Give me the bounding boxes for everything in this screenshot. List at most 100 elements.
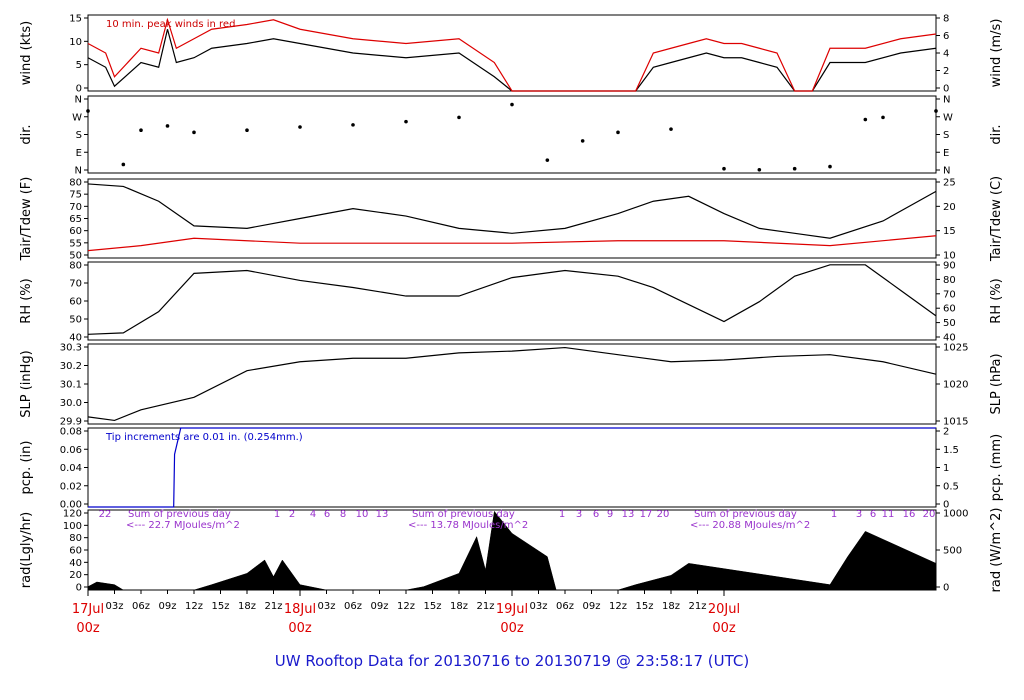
dir-point	[298, 125, 302, 129]
rh-ytick-label-right: 90	[943, 261, 956, 272]
panel-temp: Tair/Tdew (F) Tair/Tdew (C) 50 556065707580…	[19, 176, 1004, 262]
x-tick-label: 15z	[424, 601, 442, 612]
temp-ytick-label-left: 55	[69, 238, 82, 249]
rad-hour-label: 9	[607, 509, 613, 520]
wind-annotation: 10 min. peak winds in red	[106, 19, 235, 30]
dir-ytick-label-left: W	[72, 112, 82, 123]
rh-ytick-label-left: 60	[69, 297, 82, 308]
dir-point	[510, 102, 514, 107]
rad-hour-label: 4	[310, 509, 316, 520]
x-date-label: 18Jul	[284, 602, 316, 617]
rh-ytick-label-right: 70	[943, 289, 956, 300]
x-tick-label: 06z	[344, 601, 362, 612]
temp-ytick-label-left: 80	[69, 178, 82, 189]
dir-ytick-label-right: E	[943, 148, 949, 159]
wind-ytick-label-right: 8	[943, 14, 949, 25]
rh-frame	[87, 261, 937, 341]
dir-point	[828, 164, 832, 169]
dir-point	[404, 119, 408, 124]
x-tick-label: 03z	[530, 601, 548, 612]
rad-hour-label: 17	[640, 509, 653, 520]
x-tick-label: 21z	[477, 601, 495, 612]
wind-series-line	[87, 29, 937, 92]
rh-ytick-label-right: 50	[943, 318, 956, 329]
x-tick-label: 18z	[238, 601, 256, 612]
rad-hour-label: 3	[576, 509, 582, 520]
dir-point	[863, 117, 868, 122]
panel-rad: rad(Lgly/hr) rad (W/m^2)02040608010012005…	[19, 508, 1004, 594]
dir-point	[792, 166, 797, 171]
slp-series-line	[87, 346, 937, 422]
pcp-series-line	[88, 427, 936, 508]
wind-ytick-label-right: 4	[943, 49, 949, 60]
temp-ytick-label-left: 75	[69, 190, 82, 201]
rad-hour-label: 1	[559, 509, 565, 520]
temp-frame	[87, 178, 937, 259]
dir-ytick-label-right: W	[943, 112, 953, 123]
dir-point	[545, 158, 550, 162]
rh-ytick-label-left: 50	[69, 315, 82, 326]
rad-hour-label: 2	[289, 509, 295, 520]
rad-hour-label: 20	[923, 509, 936, 520]
rad-hour-label: 6	[593, 509, 599, 520]
rad-sum-value: <--- 22.7 MJoules/m^2	[126, 520, 240, 531]
slp-ytick-label-right: 1020	[943, 380, 968, 391]
x-tick-label: 06z	[556, 601, 574, 612]
rad-ytick-label-left: 20	[69, 570, 82, 581]
x-tick-label: 09z	[159, 601, 177, 612]
rh-series-line	[87, 264, 937, 335]
wind-ytick-label-left: 10	[69, 37, 82, 48]
wind-ytick-label-left: 0	[76, 84, 82, 95]
rad-ytick-label-left: 120	[63, 509, 82, 520]
rad-hour-label: 1	[274, 509, 280, 520]
x-tick-label: 03z	[318, 601, 336, 612]
slp-ytick-label-left: 29.9	[60, 417, 82, 428]
rh-ytick-label-right: 80	[943, 275, 956, 286]
x-axis: 03z 06z 09z 12z 15z 18z 21z 03z 06z 09z 12z 15z 18z 2…	[72, 590, 740, 636]
dir-point	[669, 127, 673, 131]
dir-point	[457, 115, 461, 120]
pcp-ylabel-right: pcp. (mm)	[989, 434, 1004, 501]
rad-hour-label: 20	[657, 509, 670, 520]
rad-ytick-label-left: 60	[69, 546, 82, 557]
dir-ytick-label-left: S	[76, 130, 82, 141]
dir-point	[245, 128, 249, 133]
slp-ylabel-left: SLP (inHg)	[19, 350, 34, 418]
rad-hour-label: 13	[376, 509, 389, 520]
dir-point	[121, 162, 126, 167]
pcp-ytick-label-right: 1	[943, 463, 949, 474]
pcp-ytick-label-right: 1.5	[943, 445, 959, 456]
dir-point	[934, 109, 938, 113]
rad-ytick-label-left: 100	[63, 521, 82, 532]
rad-ylabel-left: rad(Lgly/hr)	[19, 512, 34, 588]
dir-point	[580, 139, 585, 143]
temp-series-line	[87, 235, 937, 252]
rad-hour-label: 22	[99, 509, 112, 520]
rad-sum-label: Sum of previous day	[412, 509, 515, 520]
chart-title: UW Rooftop Data for 20130716 to 20130719…	[275, 652, 749, 670]
wind-ytick-label-left: 5	[76, 60, 82, 71]
slp-frame	[87, 343, 937, 425]
rad-hour-label: 8	[340, 509, 346, 520]
dir-point	[351, 123, 355, 127]
pcp-ytick-label-left: 0.06	[60, 445, 82, 456]
x-date-label: 19Jul	[496, 602, 528, 617]
pcp-ytick-label-right: 2	[943, 427, 949, 438]
dir-point	[139, 128, 143, 133]
wind-ytick-label-left: 15	[69, 14, 82, 25]
pcp-ytick-label-right: 0	[943, 500, 949, 511]
x-tick-label: 06z	[132, 601, 150, 612]
temp-ytick-label-left: 50	[69, 251, 82, 262]
temp-ytick-label-right: 25	[943, 178, 956, 189]
rad-hour-label: 6	[870, 509, 876, 520]
rad-sum-label: Sum of previous day	[694, 509, 797, 520]
dir-point	[757, 167, 762, 172]
x-tick-label: 12z	[397, 601, 415, 612]
rad-hour-label: 11	[882, 509, 895, 520]
rad-hour-label: 6	[324, 509, 330, 520]
x-date-zone: 00z	[712, 621, 736, 636]
panel-wind: wind (kts) wind (m/s) 0 5 10 15 0 2 4 6 8 10 min. p…	[19, 14, 1004, 95]
slp-ytick-label-left: 30.2	[60, 361, 82, 372]
